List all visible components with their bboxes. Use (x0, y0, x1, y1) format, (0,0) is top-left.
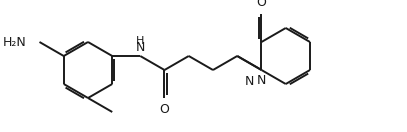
Text: N: N (136, 41, 145, 54)
Text: N: N (245, 75, 254, 88)
Text: H₂N: H₂N (3, 36, 26, 48)
Text: H: H (136, 36, 144, 46)
Text: O: O (160, 103, 169, 116)
Text: N: N (257, 74, 266, 87)
Text: O: O (256, 0, 267, 9)
